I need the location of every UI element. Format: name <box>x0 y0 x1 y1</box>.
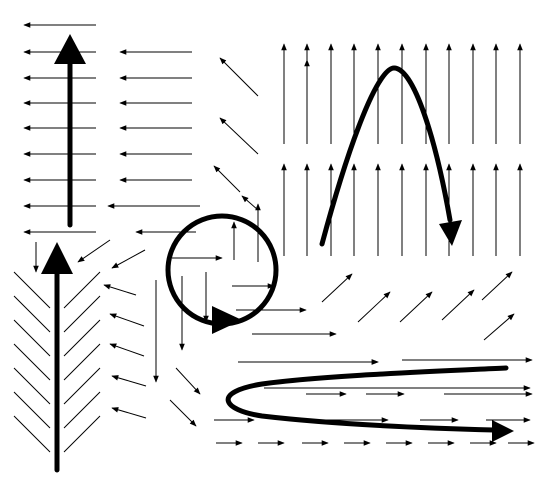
field-segment-chevron <box>13 415 51 453</box>
field-arrow-up-right <box>481 271 513 301</box>
field-arrow-up-left <box>219 57 259 97</box>
field-segment-chevron <box>13 271 51 309</box>
field-segment-chevron <box>63 367 101 405</box>
trajectory-curve <box>319 65 453 247</box>
field-arrow-down-right <box>169 399 197 427</box>
field-arrow-up-left <box>109 313 145 327</box>
trajectory-circle <box>165 213 279 327</box>
field-arrow-up-right <box>483 313 515 341</box>
trajectory-arrowhead <box>439 220 462 246</box>
field-arrow-up-right <box>441 289 475 321</box>
field-segment-chevron <box>13 343 51 381</box>
vector-field-arrows <box>13 22 535 453</box>
trajectory-arrowhead <box>41 242 73 274</box>
field-segment-chevron <box>13 391 51 429</box>
field-segment-chevron <box>63 343 101 381</box>
trajectory-curve <box>225 365 509 433</box>
field-segment-chevron <box>63 271 101 309</box>
field-segment-chevron <box>13 367 51 405</box>
trajectory-arrowhead <box>54 34 86 64</box>
field-arrow-down-right <box>175 367 201 395</box>
trajectory-arrowhead <box>212 306 242 334</box>
field-arrow-up-right <box>399 291 433 323</box>
field-arrow-up-left <box>111 407 147 419</box>
field-arrow-up-right <box>321 273 353 303</box>
trajectory-parabolic-arc <box>319 65 462 247</box>
field-segment-chevron <box>63 415 101 453</box>
field-arrow-down-left <box>77 239 111 263</box>
trajectory-straight-up-lower <box>41 242 73 473</box>
field-arrow-up-left <box>213 165 241 193</box>
field-arrow-up-left <box>219 117 259 155</box>
field-arrow-up-left <box>241 195 259 211</box>
field-arrow-up-left <box>109 343 145 357</box>
field-arrow-up-right <box>357 291 391 323</box>
field-segment-chevron <box>13 295 51 333</box>
trajectory-arrowhead <box>492 420 514 442</box>
field-segment-chevron <box>63 295 101 333</box>
field-segment-chevron <box>63 319 101 357</box>
trajectory-loop <box>165 213 279 334</box>
field-arrow-up-left <box>103 284 137 296</box>
field-segment-chevron <box>63 391 101 429</box>
field-arrow-down-left <box>111 249 146 269</box>
trajectory-straight-up-upper <box>54 34 86 228</box>
field-segment-chevron <box>13 319 51 357</box>
field-arrow-up-left <box>111 375 147 387</box>
trajectory-hairpin <box>225 365 514 442</box>
